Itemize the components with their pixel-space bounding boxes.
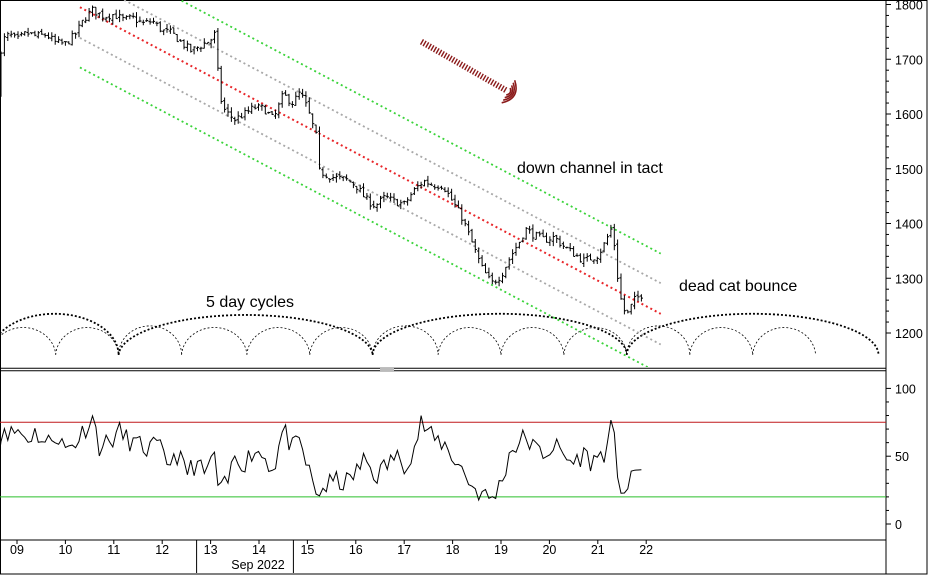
price-panel [0, 0, 880, 367]
x-tick-label: 15 [300, 543, 314, 557]
panel-splitter-handle [380, 368, 394, 371]
channel-line [79, 66, 650, 367]
oscillator-panel [0, 414, 886, 502]
x-tick-label: 12 [155, 543, 169, 557]
arrow-head [501, 79, 517, 104]
arrow-head [504, 85, 514, 99]
price-bars [0, 5, 643, 315]
x-tick-label: 17 [397, 543, 411, 557]
y-tick-label: 1400 [895, 218, 923, 232]
osc-y-tick-label: 50 [895, 450, 909, 464]
arrow-head [505, 87, 512, 96]
annotation-cycles: 5 day cycles [206, 294, 294, 311]
y-tick-label: 1300 [895, 272, 923, 286]
trend-arrow [419, 39, 517, 104]
x-sublabel: Sep 2022 [231, 558, 285, 572]
y-tick-label: 1600 [895, 108, 923, 122]
osc-y-tick-label: 100 [895, 382, 916, 396]
osc-y-tick-label: 0 [895, 518, 902, 532]
x-tick-label: 16 [349, 543, 363, 557]
annotation-down-channel: down channel in tact [517, 160, 663, 177]
cycle-arcs-minor [0, 325, 816, 355]
channel-line [79, 37, 662, 346]
x-tick-label: 18 [446, 543, 460, 557]
x-tick-label: 22 [639, 543, 653, 557]
oscillator-line [0, 414, 642, 502]
y-tick-label: 1500 [895, 163, 923, 177]
x-tick-label: 10 [58, 543, 72, 557]
annotation-dead-cat-bounce: dead cat bounce [679, 278, 797, 295]
x-tick-label: 20 [542, 543, 556, 557]
arrow-shaft [419, 39, 508, 93]
x-tick-label: 19 [494, 543, 508, 557]
y-tick-label: 1800 [895, 0, 923, 13]
x-tick-label: 13 [204, 543, 218, 557]
y-tick-label: 1700 [895, 53, 923, 67]
channel-line [178, 0, 662, 255]
x-tick-label: 14 [252, 543, 266, 557]
x-tick-label: 21 [591, 543, 605, 557]
y-tick-label: 1200 [895, 327, 923, 341]
cycle-arcs-major [0, 312, 880, 355]
x-tick-label: 11 [107, 543, 120, 557]
channel-line [122, 0, 662, 284]
x-tick-label: 09 [10, 543, 24, 557]
arrow-head [503, 82, 516, 101]
